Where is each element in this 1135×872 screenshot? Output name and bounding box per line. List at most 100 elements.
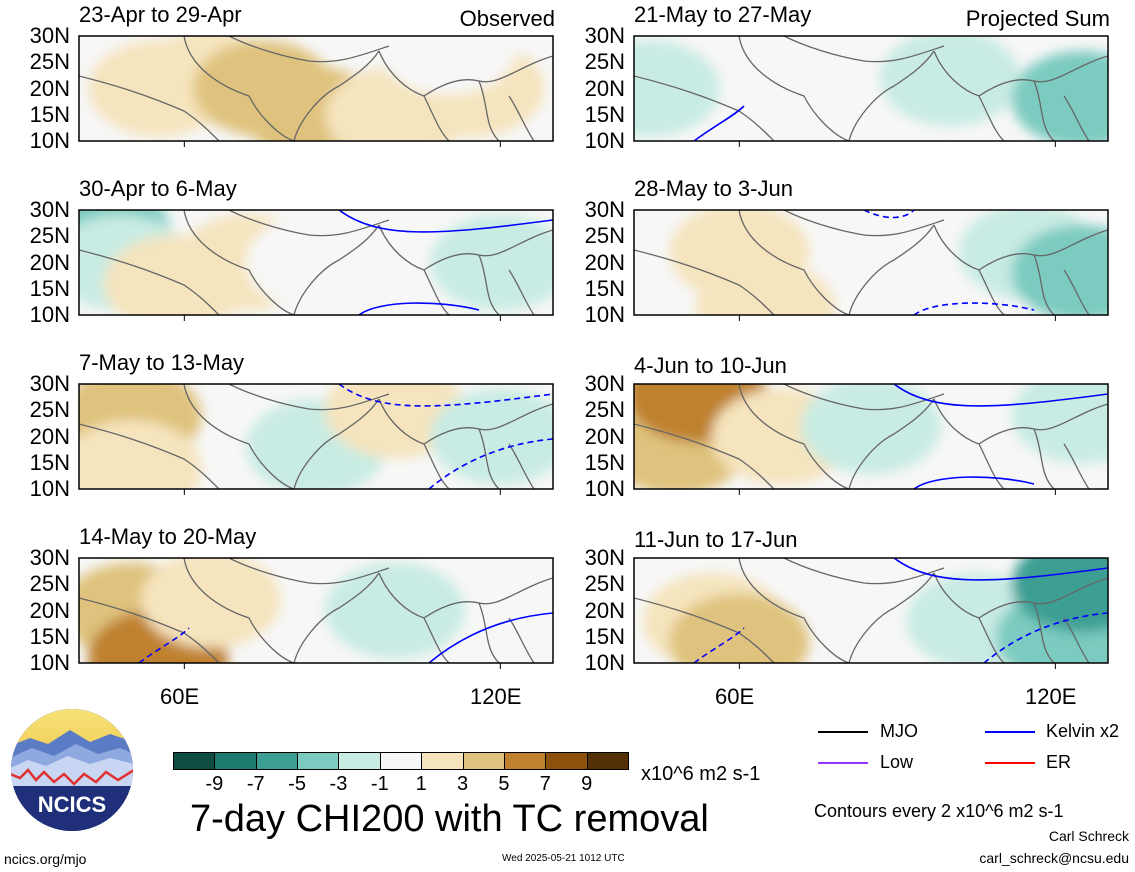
lat-label: 15N xyxy=(29,101,70,127)
lat-label: 10N xyxy=(584,128,625,153)
map-panel: 28-May to 3-Jun 30N 25N 20N 15N 10N xyxy=(585,178,1109,326)
colorbar-swatch xyxy=(586,752,629,770)
chi200-anomaly-cell xyxy=(695,261,836,315)
legend-line-kelvin xyxy=(985,731,1035,733)
chi200-anomaly-cell xyxy=(79,420,202,489)
chi200-anomaly-cell xyxy=(880,36,1020,126)
lat-label: 20N xyxy=(29,75,70,101)
contour-note: Contours every 2 x10^6 m2 s-1 xyxy=(814,801,1064,821)
map-frame xyxy=(633,557,1109,664)
map-panel: 30-Apr to 6-May 30N 25N 20N 15N 10N xyxy=(30,178,554,326)
coastline xyxy=(183,384,295,489)
legend-label-mjo: MJO xyxy=(880,721,918,741)
lat-label: 10N xyxy=(29,302,70,327)
lat-label: 30N xyxy=(584,23,625,48)
coastline xyxy=(848,50,935,141)
coastline xyxy=(738,384,850,489)
colorbar-swatch xyxy=(379,752,423,770)
lat-label: 25N xyxy=(29,223,70,249)
map-panel: 4-Jun to 10-Jun 30N 25N 20N 15N 10N xyxy=(585,355,1109,500)
author-email[interactable]: carl_schreck@ncsu.edu xyxy=(979,850,1129,866)
coastline xyxy=(1063,443,1090,489)
colorbar-tick-label: 1 xyxy=(415,773,427,795)
lat-label: 25N xyxy=(584,223,625,249)
map-panel: 11-Jun to 17-Jun 30N 25N 20N 15N 10N xyxy=(585,529,1109,674)
lat-label: 20N xyxy=(584,597,625,623)
lat-label: 20N xyxy=(584,249,625,275)
lat-label: 15N xyxy=(584,275,625,301)
lat-label: 30N xyxy=(584,371,625,396)
lat-label: 30N xyxy=(29,23,70,48)
kelvin-contour xyxy=(913,476,1035,489)
coastline xyxy=(478,602,500,663)
coastline xyxy=(783,384,945,411)
lon-label-120e-left: 120E xyxy=(470,684,522,709)
lon-label-60e-right: 60E xyxy=(715,684,755,709)
coastline xyxy=(848,398,935,489)
lat-label: 20N xyxy=(29,423,70,449)
kelvin-contour xyxy=(983,612,1108,663)
kelvin-contour xyxy=(428,438,553,489)
lat-label: 25N xyxy=(584,397,625,423)
coastline xyxy=(634,423,775,489)
colorbar-tick-label: 9 xyxy=(581,773,593,795)
chi200-anomaly-cell xyxy=(377,36,518,95)
lat-label: 25N xyxy=(584,49,625,75)
colorbar-tick-label: -1 xyxy=(370,773,389,795)
main-title: 7-day CHI200 with TC removal xyxy=(190,798,709,840)
chi200-anomaly-cell xyxy=(1011,384,1108,464)
colorbar-swatch xyxy=(214,752,257,770)
lat-label: 15N xyxy=(29,449,70,475)
map-frame xyxy=(633,209,1109,316)
lat-label: 20N xyxy=(29,249,70,275)
coastline xyxy=(634,75,775,141)
colorbar-swatch xyxy=(173,752,216,770)
lat-label: 15N xyxy=(584,449,625,475)
coastline xyxy=(848,572,935,663)
panel-corner-label: Observed xyxy=(459,6,555,31)
kelvin-contour xyxy=(138,627,190,663)
map-panel: 14-May to 20-May 30N 25N 20N 15N 10N xyxy=(30,526,554,674)
lat-label: 10N xyxy=(584,650,625,675)
panel-title: 14-May to 20-May xyxy=(79,524,257,549)
coastline xyxy=(183,558,295,663)
kelvin-contour xyxy=(893,558,1108,581)
map-frame xyxy=(633,35,1109,142)
map-frame xyxy=(78,35,554,142)
lat-label: 10N xyxy=(29,650,70,675)
coastline xyxy=(1063,269,1090,315)
coastline xyxy=(783,558,945,585)
footer-left-link[interactable]: ncics.org/mjo xyxy=(4,851,87,867)
chi200-anomaly-cell xyxy=(430,214,553,311)
lat-label: 30N xyxy=(584,545,625,570)
lat-label: 15N xyxy=(584,101,625,127)
lat-label: 30N xyxy=(584,197,625,222)
map-plot xyxy=(78,383,554,495)
coastline xyxy=(783,36,945,63)
lat-label: 15N xyxy=(29,275,70,301)
coastline xyxy=(478,428,500,489)
coastline xyxy=(183,36,295,141)
coastline xyxy=(1063,95,1090,141)
coastline xyxy=(293,50,380,141)
coastline xyxy=(228,210,390,237)
lat-label: 20N xyxy=(584,75,625,101)
chi200-anomaly-cell xyxy=(325,562,465,659)
chi200-anomaly-cell xyxy=(801,384,941,474)
colorbar-swatch xyxy=(421,752,464,770)
map-frame xyxy=(78,209,554,316)
coastline xyxy=(783,210,945,237)
lat-label: 10N xyxy=(584,476,625,501)
coastline xyxy=(738,558,850,663)
kelvin-contour xyxy=(893,384,1108,407)
lat-label: 20N xyxy=(29,597,70,623)
colorbar-swatch xyxy=(545,752,588,770)
colorbar-tick-label: -5 xyxy=(288,773,306,795)
lon-label-120e-right: 120E xyxy=(1025,684,1077,709)
colorbar-tick-label: 3 xyxy=(456,773,469,795)
chi200-anomaly-cell xyxy=(669,594,810,663)
lat-label: 10N xyxy=(29,476,70,501)
coastline xyxy=(228,558,390,585)
chi200-anomaly-cell xyxy=(140,558,281,648)
map-panel: 23-Apr to 29-Apr Observed 30N 25N 20N 15N 10N xyxy=(30,4,555,152)
